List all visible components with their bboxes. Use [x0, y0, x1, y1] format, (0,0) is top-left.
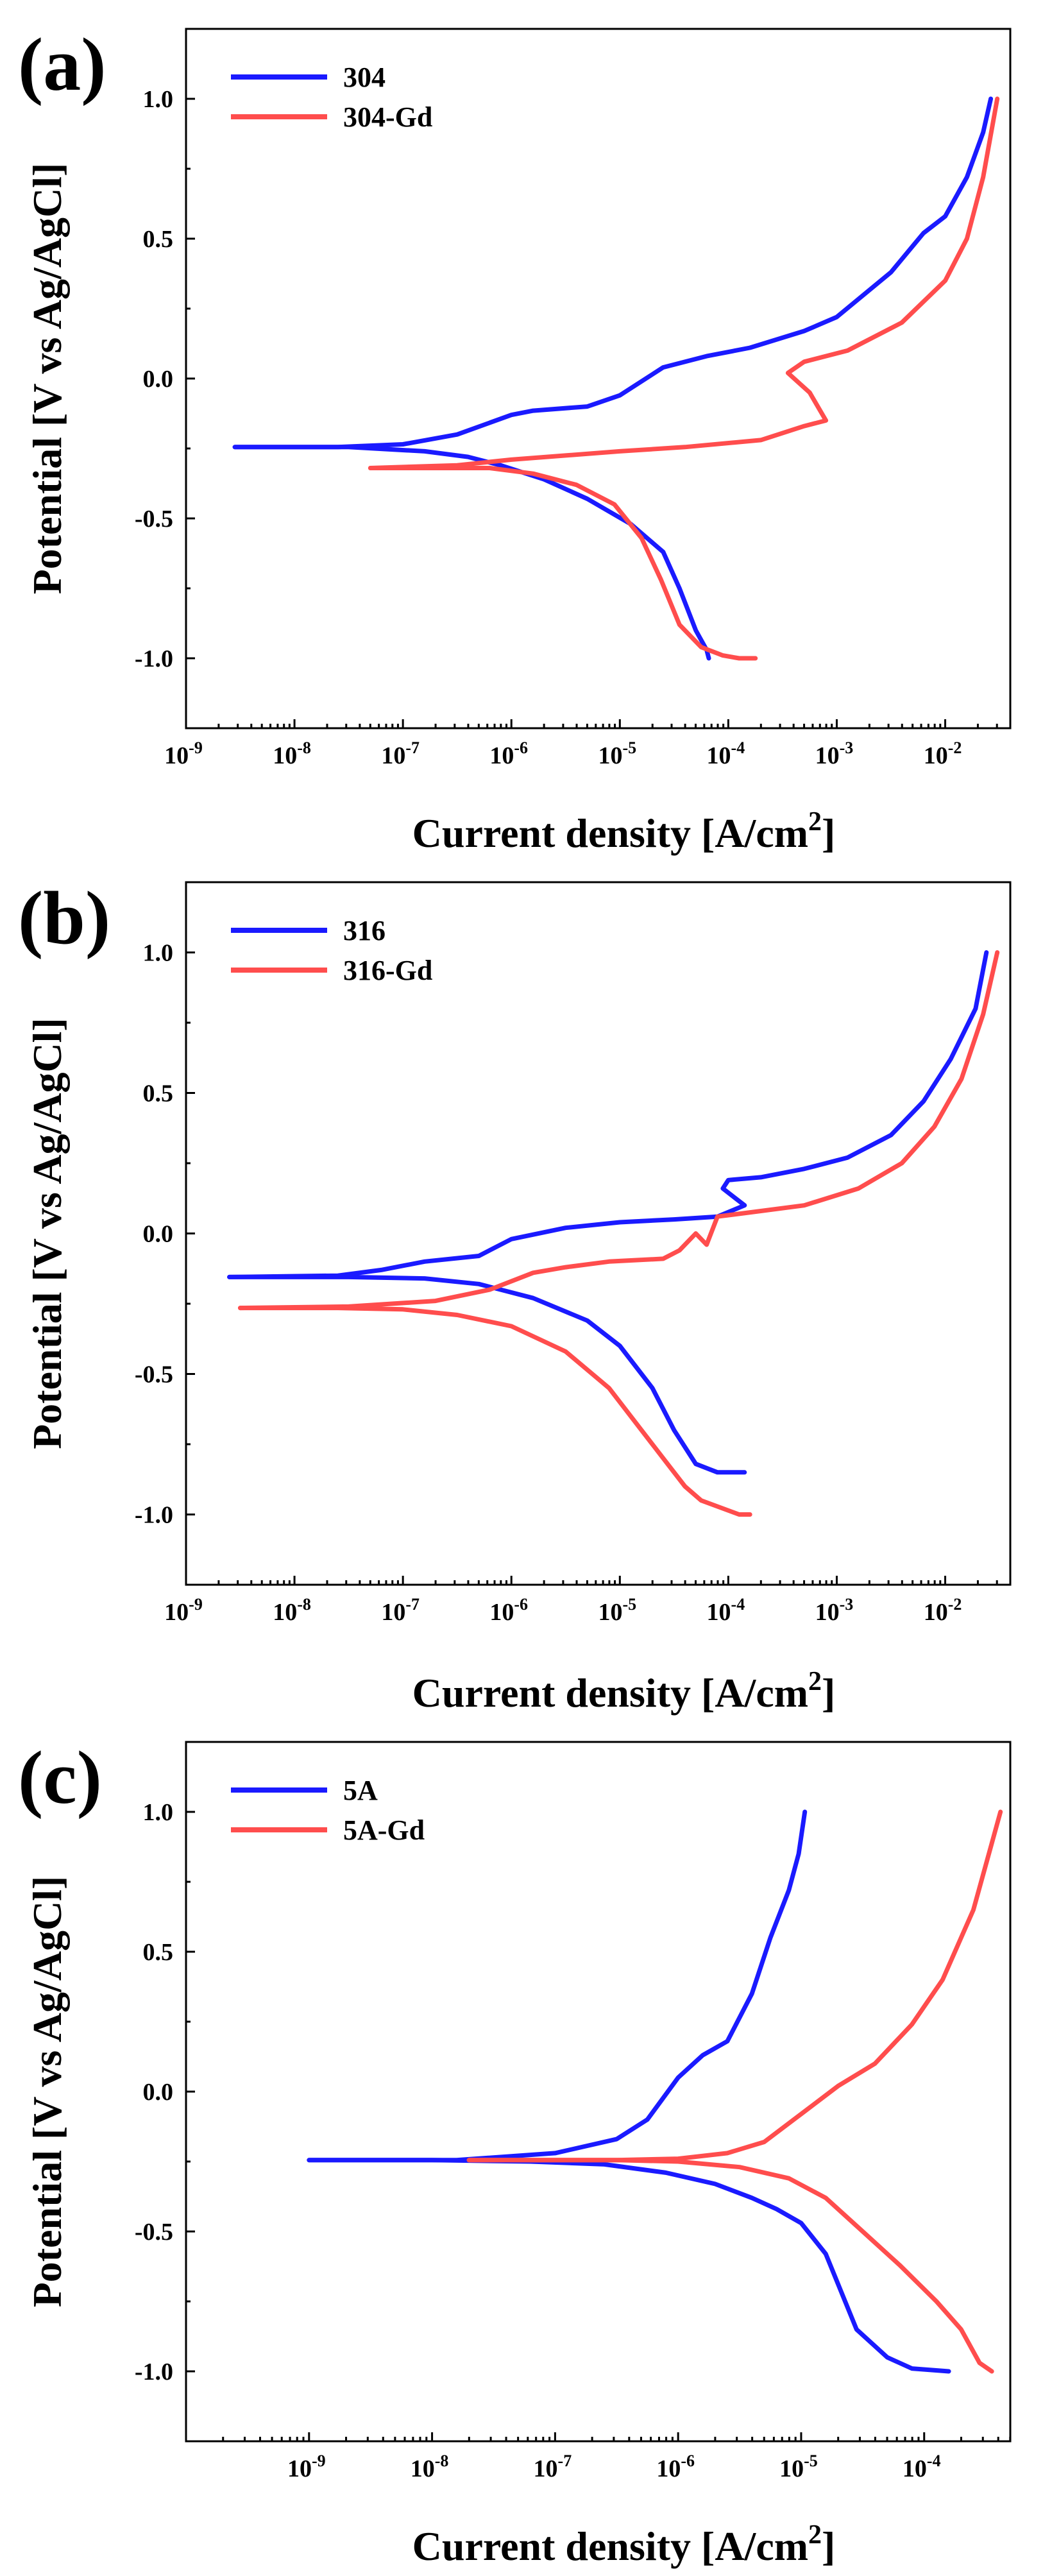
- x-tick-label: 10-9: [164, 1595, 203, 1626]
- plot-frame: [185, 1741, 1012, 2443]
- x-tick-label: 10-9: [164, 738, 203, 769]
- series-316: [227, 950, 989, 1475]
- x-tick-label: 10-6: [656, 2452, 695, 2482]
- y-tick-label: 0.5: [143, 1939, 174, 1966]
- y-tick-label: -1.0: [135, 1502, 173, 1529]
- y-tick-label: -0.5: [135, 1361, 173, 1388]
- y-tick-label: -0.5: [135, 2219, 173, 2246]
- x-tick-label: 10-4: [903, 2452, 941, 2482]
- x-tick-label: 10-4: [707, 1595, 745, 1626]
- anodic-curve: [238, 950, 1000, 1311]
- cathodic-curve: [368, 466, 758, 661]
- panel-label: (b): [18, 876, 110, 960]
- y-tick-label: 0.0: [143, 366, 174, 393]
- chart-panel-2: (b) 1.0 0.5 0.0 -0.5 -1.0 10-9 10-8 10-7 10-6 10-5…: [18, 876, 1012, 1716]
- anodic-curve: [466, 1809, 1003, 2163]
- y-tick-label: -0.5: [135, 506, 173, 533]
- x-tick-label: 10-2: [924, 1595, 962, 1626]
- x-tick-label: 10-5: [779, 2452, 818, 2482]
- cathodic-curve: [307, 2158, 951, 2374]
- series-316-Gd: [238, 950, 1000, 1517]
- legend-label: 304-Gd: [343, 101, 432, 133]
- y-tick-label: 0.5: [143, 226, 174, 253]
- x-tick-label: 10-3: [815, 1595, 854, 1626]
- chart-panel-3: (c) 1.0 0.5 0.0 -0.5 -1.0 10-9 10-8 10-7 10-6 10-5…: [18, 1736, 1012, 2569]
- x-tick-label: 10-7: [381, 1595, 420, 1626]
- x-tick-label: 10-6: [489, 1595, 528, 1626]
- y-tick-label: 1.0: [143, 940, 174, 967]
- panel-label: (a): [18, 22, 106, 107]
- cathodic-curve: [238, 1306, 752, 1517]
- plot-frame: [185, 28, 1012, 729]
- y-axis-title: Potential [V vs Ag/AgCl]: [24, 1018, 70, 1449]
- x-tick-label: 10-3: [815, 738, 854, 769]
- y-tick-label: 0.0: [143, 1221, 174, 1248]
- y-tick-label: -1.0: [135, 2358, 173, 2385]
- x-tick-label: 10-6: [489, 738, 528, 769]
- x-tick-label: 10-8: [273, 738, 311, 769]
- anodic-curve: [232, 96, 994, 450]
- series-304-Gd: [368, 96, 1000, 661]
- cathodic-curve: [227, 1274, 747, 1475]
- series-5A: [307, 1809, 951, 2374]
- x-tick-label: 10-7: [381, 738, 420, 769]
- x-tick-label: 10-2: [924, 738, 962, 769]
- legend-label: 5A: [343, 1775, 378, 1806]
- legend-label: 304: [343, 62, 386, 93]
- series-304: [232, 96, 994, 661]
- series-5A-Gd: [466, 1809, 1003, 2374]
- panel-label: (c): [18, 1736, 102, 1820]
- x-tick-label: 10-5: [598, 1595, 636, 1626]
- x-tick-label: 10-5: [598, 738, 636, 769]
- x-axis-title: Current density [A/cm2]: [412, 2520, 836, 2569]
- y-tick-label: -1.0: [135, 645, 173, 672]
- chart-panel-1: (a) 1.0 0.5 0.0 -0.5 -1.0 10-9 10-8 10-7 10-6 10-5…: [18, 22, 1012, 856]
- x-axis-title: Current density [A/cm2]: [412, 807, 836, 856]
- x-axis-title: Current density [A/cm2]: [412, 1667, 836, 1716]
- anodic-curve: [307, 1809, 808, 2163]
- x-tick-label: 10-8: [273, 1595, 311, 1626]
- x-tick-label: 10-7: [534, 2452, 572, 2482]
- anodic-curve: [368, 96, 1000, 470]
- y-tick-label: 1.0: [143, 86, 174, 113]
- y-tick-label: 1.0: [143, 1799, 174, 1826]
- legend-label: 5A-Gd: [343, 1814, 425, 1846]
- cathodic-curve: [232, 445, 711, 661]
- y-axis-title: Potential [V vs Ag/AgCl]: [24, 163, 70, 595]
- anodic-curve: [227, 950, 989, 1279]
- y-tick-label: 0.0: [143, 2079, 174, 2106]
- legend-label: 316-Gd: [343, 955, 432, 986]
- x-tick-label: 10-9: [287, 2452, 326, 2482]
- x-tick-label: 10-4: [707, 738, 745, 769]
- y-axis-title: Potential [V vs Ag/AgCl]: [24, 1876, 70, 2308]
- legend-label: 316: [343, 915, 386, 946]
- y-tick-label: 0.5: [143, 1080, 174, 1107]
- x-tick-label: 10-8: [411, 2452, 449, 2482]
- plot-frame: [185, 881, 1012, 1586]
